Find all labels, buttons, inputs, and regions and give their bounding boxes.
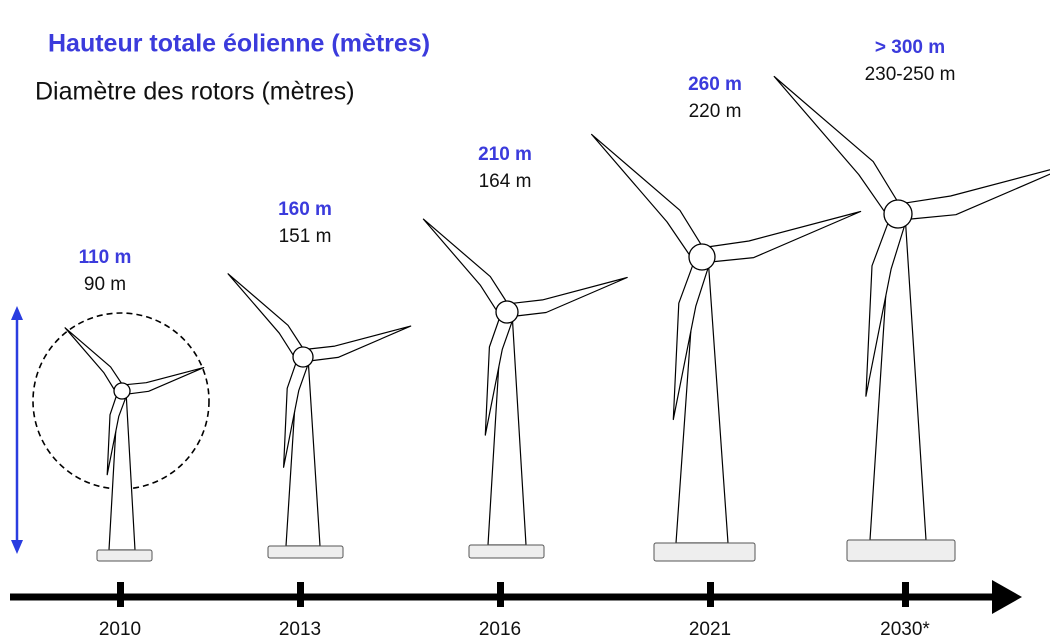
- blade: [64, 327, 122, 391]
- year-label: 2030*: [880, 619, 930, 640]
- timeline-tick: [297, 582, 304, 607]
- height-label: 110 m: [79, 247, 132, 268]
- timeline-tick: [497, 582, 504, 607]
- diameter-label: 220 m: [689, 101, 742, 122]
- diameter-label: 151 m: [279, 226, 332, 247]
- height-label: 210 m: [478, 144, 532, 165]
- hub: [688, 243, 716, 271]
- timeline-tick: [117, 582, 124, 607]
- hub: [113, 382, 131, 400]
- timeline-tick: [902, 582, 909, 607]
- height-label: > 300 m: [875, 37, 945, 58]
- blade: [905, 169, 1050, 220]
- height-label: 160 m: [278, 199, 332, 220]
- blade: [308, 325, 412, 362]
- diameter-label: 164 m: [479, 171, 532, 192]
- turbine: 110 m 90 m 2010: [64, 247, 205, 640]
- tower-base: [96, 549, 153, 562]
- rotor-circle: [32, 312, 210, 490]
- blade: [227, 273, 303, 356]
- diameter-label: 230-250 m: [865, 64, 956, 85]
- turbine: 160 m 151 m 2013: [227, 199, 412, 640]
- year-label: 2021: [689, 619, 731, 640]
- timeline: [10, 580, 1022, 614]
- blade: [591, 133, 702, 256]
- blade: [709, 210, 862, 263]
- blade: [126, 367, 205, 395]
- blade: [513, 276, 628, 317]
- blade: [773, 75, 898, 212]
- height-label: 260 m: [688, 74, 742, 95]
- tower-base: [846, 539, 956, 562]
- hub: [495, 300, 519, 324]
- year-label: 2013: [279, 619, 321, 640]
- diameter-label: 90 m: [84, 274, 126, 295]
- tower-base: [267, 545, 344, 559]
- hub: [883, 199, 913, 229]
- year-label: 2016: [479, 619, 521, 640]
- height-arrow: [11, 306, 23, 554]
- timeline-tick: [707, 582, 714, 607]
- hub: [292, 346, 314, 368]
- tower-base: [653, 542, 756, 562]
- height-legend: Hauteur totale éolienne (mètres): [48, 30, 430, 58]
- tower-base: [468, 544, 545, 559]
- turbine: 210 m 164 m 2016: [422, 144, 628, 640]
- blade: [422, 218, 507, 311]
- year-label: 2010: [99, 619, 141, 640]
- turbine: 260 m 220 m 2021: [591, 74, 862, 640]
- turbine: > 300 m 230-250 m 2030*: [773, 37, 1050, 640]
- diameter-legend: Diamètre des rotors (mètres): [35, 78, 355, 106]
